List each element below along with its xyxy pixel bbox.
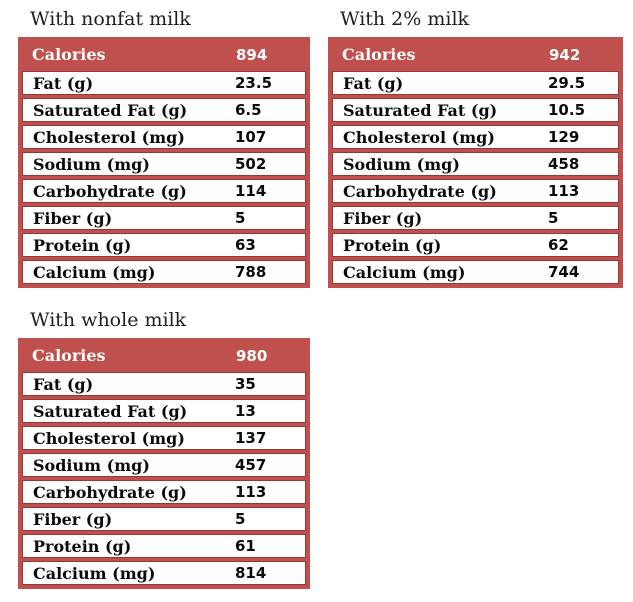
table-title: With whole milk xyxy=(30,309,187,331)
row-value: 502 xyxy=(235,155,267,173)
table-header-row: Calories 942 xyxy=(332,41,619,68)
row-label: Calcium (mg) xyxy=(343,262,466,282)
table-row: Carbohydrate (g) 113 xyxy=(22,480,306,504)
row-label: Cholesterol (mg) xyxy=(33,127,185,147)
table-row: Fiber (g) 5 xyxy=(332,206,619,230)
header-value: 942 xyxy=(549,45,581,64)
row-value: 35 xyxy=(235,375,256,393)
row-label: Sodium (mg) xyxy=(343,154,460,174)
row-label: Carbohydrate (g) xyxy=(343,181,497,201)
row-value: 5 xyxy=(235,209,246,227)
table-row: Fat (g) 35 xyxy=(22,372,306,396)
table-row: Saturated Fat (g) 6.5 xyxy=(22,98,306,122)
table-row: Cholesterol (mg) 129 xyxy=(332,125,619,149)
row-label: Cholesterol (mg) xyxy=(343,127,495,147)
nutrition-table-2-percent-milk: Calories 942 Fat (g) 29.5 Saturated Fat … xyxy=(328,37,623,288)
row-label: Calcium (mg) xyxy=(33,563,156,583)
table-row: Cholesterol (mg) 137 xyxy=(22,426,306,450)
table-row: Sodium (mg) 458 xyxy=(332,152,619,176)
header-value: 894 xyxy=(236,45,268,64)
row-value: 10.5 xyxy=(548,101,586,119)
table-header-row: Calories 980 xyxy=(22,342,306,369)
row-label: Carbohydrate (g) xyxy=(33,482,187,502)
table-row: Fiber (g) 5 xyxy=(22,507,306,531)
table-row: Sodium (mg) 502 xyxy=(22,152,306,176)
row-label: Fiber (g) xyxy=(33,509,113,529)
table-row: Carbohydrate (g) 114 xyxy=(22,179,306,203)
row-label: Carbohydrate (g) xyxy=(33,181,187,201)
row-label: Sodium (mg) xyxy=(33,455,150,475)
table-row: Protein (g) 61 xyxy=(22,534,306,558)
row-label: Sodium (mg) xyxy=(33,154,150,174)
nutrition-block-nonfat-milk: With nonfat milk Calories 894 Fat (g) 23… xyxy=(18,7,310,288)
table-header-row: Calories 894 xyxy=(22,41,306,68)
table-row: Carbohydrate (g) 113 xyxy=(332,179,619,203)
row-value: 744 xyxy=(548,263,580,281)
row-value: 814 xyxy=(235,564,267,582)
row-label: Protein (g) xyxy=(33,235,132,255)
table-row: Cholesterol (mg) 107 xyxy=(22,125,306,149)
row-label: Calcium (mg) xyxy=(33,262,156,282)
table-row: Fiber (g) 5 xyxy=(22,206,306,230)
row-value: 137 xyxy=(235,429,267,447)
row-label: Fat (g) xyxy=(33,73,94,93)
row-label: Cholesterol (mg) xyxy=(33,428,185,448)
row-value: 107 xyxy=(235,128,267,146)
row-value: 113 xyxy=(548,182,580,200)
row-label: Fat (g) xyxy=(33,374,94,394)
nutrition-table-nonfat-milk: Calories 894 Fat (g) 23.5 Saturated Fat … xyxy=(18,37,310,288)
row-value: 62 xyxy=(548,236,569,254)
table-title: With nonfat milk xyxy=(30,8,191,30)
row-value: 113 xyxy=(235,483,267,501)
row-label: Protein (g) xyxy=(33,536,132,556)
nutrition-table-whole-milk: Calories 980 Fat (g) 35 Saturated Fat (g… xyxy=(18,338,310,589)
row-value: 29.5 xyxy=(548,74,586,92)
nutrition-block-whole-milk: With whole milk Calories 980 Fat (g) 35 … xyxy=(18,308,310,589)
row-label: Protein (g) xyxy=(343,235,442,255)
row-label: Saturated Fat (g) xyxy=(33,401,188,421)
row-label: Saturated Fat (g) xyxy=(33,100,188,120)
table-row: Fat (g) 23.5 xyxy=(22,71,306,95)
table-row: Sodium (mg) 457 xyxy=(22,453,306,477)
table-row: Saturated Fat (g) 10.5 xyxy=(332,98,619,122)
table-title: With 2% milk xyxy=(340,8,470,30)
row-value: 788 xyxy=(235,263,267,281)
row-value: 458 xyxy=(548,155,580,173)
row-value: 5 xyxy=(235,510,246,528)
row-value: 129 xyxy=(548,128,580,146)
row-value: 5 xyxy=(548,209,559,227)
table-row: Calcium (mg) 788 xyxy=(22,260,306,284)
header-label: Calories xyxy=(32,45,106,64)
row-value: 23.5 xyxy=(235,74,273,92)
table-row: Fat (g) 29.5 xyxy=(332,71,619,95)
header-label: Calories xyxy=(32,346,106,365)
header-value: 980 xyxy=(236,346,268,365)
row-label: Fat (g) xyxy=(343,73,404,93)
row-label: Fiber (g) xyxy=(343,208,423,228)
table-row: Protein (g) 62 xyxy=(332,233,619,257)
table-row: Calcium (mg) 744 xyxy=(332,260,619,284)
row-value: 114 xyxy=(235,182,267,200)
row-value: 6.5 xyxy=(235,101,262,119)
row-value: 457 xyxy=(235,456,267,474)
row-value: 61 xyxy=(235,537,256,555)
table-row: Saturated Fat (g) 13 xyxy=(22,399,306,423)
row-label: Fiber (g) xyxy=(33,208,113,228)
row-value: 13 xyxy=(235,402,256,420)
header-label: Calories xyxy=(342,45,416,64)
table-row: Calcium (mg) 814 xyxy=(22,561,306,585)
row-value: 63 xyxy=(235,236,256,254)
table-row: Protein (g) 63 xyxy=(22,233,306,257)
nutrition-block-2-percent-milk: With 2% milk Calories 942 Fat (g) 29.5 S… xyxy=(328,7,623,288)
row-label: Saturated Fat (g) xyxy=(343,100,498,120)
